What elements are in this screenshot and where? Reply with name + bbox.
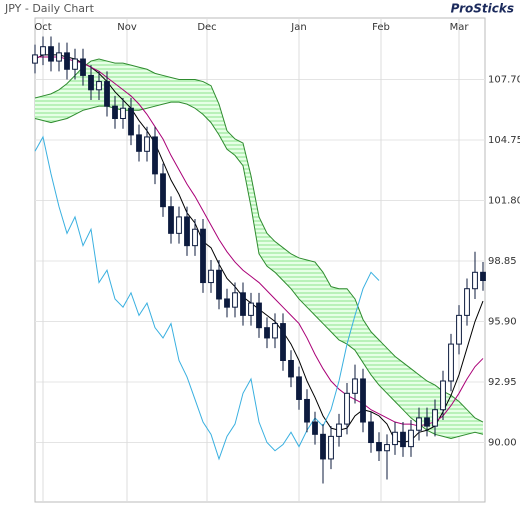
y-tick-label: 98.85 xyxy=(488,256,517,267)
x-tick-label: Dec xyxy=(197,22,216,33)
candle-body xyxy=(248,302,254,316)
candle-body xyxy=(144,136,150,152)
candle-body xyxy=(280,323,286,361)
brand: ProSticks xyxy=(451,2,514,16)
candle-body xyxy=(408,429,414,448)
x-tick-label: Feb xyxy=(372,22,390,33)
candle-body xyxy=(160,173,166,208)
candle-body xyxy=(352,378,358,394)
cloud-edge xyxy=(34,101,484,439)
candle-body xyxy=(40,46,46,56)
candle-body xyxy=(80,58,86,76)
axis-labels: 107.70 104.75 101.80 98.85 95.90 92.95 90.00 Oc… xyxy=(34,22,520,449)
candle-body xyxy=(240,292,246,316)
candle-body xyxy=(256,302,262,329)
candle-body xyxy=(328,435,334,460)
y-tick-label: 104.75 xyxy=(488,135,520,146)
candle-body xyxy=(168,206,174,234)
x-tick-label: Oct xyxy=(34,22,51,33)
candle-body xyxy=(32,54,38,64)
candle-body xyxy=(56,52,62,62)
candle-body xyxy=(112,105,118,119)
candle-body xyxy=(176,216,182,234)
candle-body xyxy=(480,271,486,282)
candle-body xyxy=(192,228,198,247)
candle-body xyxy=(360,378,366,423)
candle-body xyxy=(200,228,206,284)
candle-body xyxy=(336,423,342,437)
candle-body xyxy=(440,380,446,411)
line-series xyxy=(35,56,484,427)
candle-body xyxy=(312,421,318,435)
candle-body xyxy=(400,431,406,448)
candle-body xyxy=(104,81,110,107)
candle-body xyxy=(208,269,214,284)
candle-body xyxy=(368,421,374,444)
cloud xyxy=(34,58,484,439)
x-tick-label: Mar xyxy=(450,22,470,33)
cloud-fill xyxy=(35,59,483,439)
candle-body xyxy=(424,417,430,427)
candle-body xyxy=(72,58,78,70)
candle-body xyxy=(472,271,478,290)
y-tick-label: 90.00 xyxy=(488,438,517,449)
candle-body xyxy=(384,444,390,452)
candle-body xyxy=(304,398,310,423)
candle-body xyxy=(120,107,126,119)
candle-body xyxy=(216,269,222,300)
candle-body xyxy=(232,292,238,308)
candle-body xyxy=(96,81,102,91)
y-tick-label: 101.80 xyxy=(488,196,520,207)
chart-title: JPY - Daily Chart xyxy=(4,2,95,15)
candle-body xyxy=(224,298,230,308)
candle-body xyxy=(264,327,270,339)
candle-body xyxy=(456,314,462,345)
candle-body xyxy=(88,74,94,91)
candle-body xyxy=(432,409,438,427)
y-tick-label: 95.90 xyxy=(488,317,517,328)
x-tick-label: Jan xyxy=(290,22,306,33)
candle-body xyxy=(464,288,470,316)
candle-body xyxy=(136,134,142,152)
line-series xyxy=(34,135,380,461)
y-tick-label: 107.70 xyxy=(488,75,520,86)
candle-body xyxy=(48,46,54,62)
candle-body xyxy=(64,52,70,70)
candle-body xyxy=(272,323,278,339)
candle-body xyxy=(376,442,382,452)
candle-body xyxy=(184,216,190,247)
candle-body xyxy=(416,417,422,431)
candle-body xyxy=(320,433,326,460)
y-tick-label: 92.95 xyxy=(488,377,517,388)
candle-body xyxy=(448,343,454,382)
x-tick-label: Nov xyxy=(117,22,137,33)
candle-body xyxy=(288,359,294,378)
candle-body xyxy=(128,107,134,136)
cloud-edge xyxy=(34,58,484,423)
candle-body xyxy=(392,431,398,446)
candles xyxy=(32,36,486,484)
candle-body xyxy=(296,376,302,400)
candle-body xyxy=(152,136,158,175)
candle-body xyxy=(344,392,350,425)
